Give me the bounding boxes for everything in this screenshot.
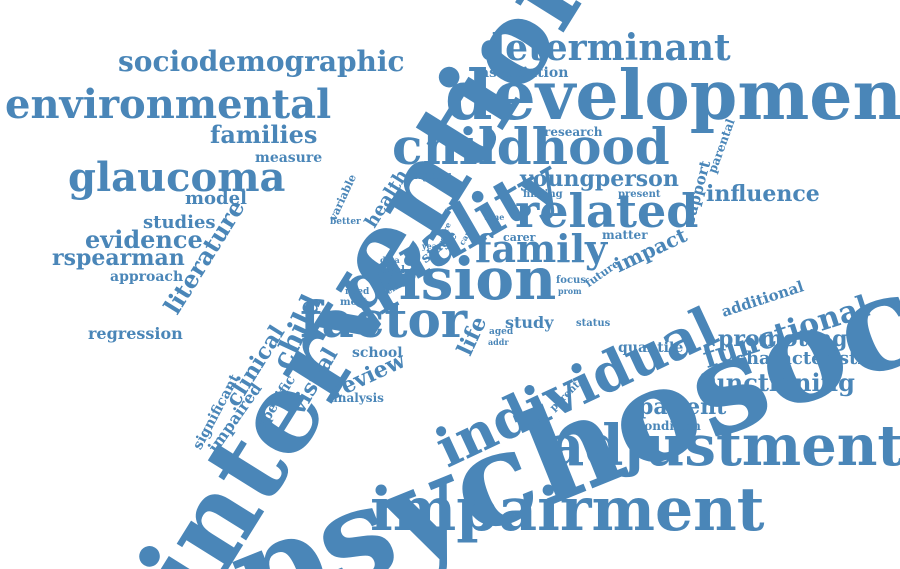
word-impairment: impairment (370, 480, 765, 540)
word-quantile: quantile (618, 341, 683, 355)
word-model: model (185, 190, 247, 208)
word-time: time (484, 213, 504, 221)
word-glaucoma: glaucoma (68, 158, 285, 198)
word-prom: prom (558, 287, 582, 295)
word-functioning: functioning (698, 371, 855, 395)
word-finding: finding (523, 190, 563, 200)
word-higher: higher (410, 170, 451, 181)
word-patient: patient (638, 396, 726, 418)
word-determinant: determinant (480, 30, 731, 66)
word-matter: matter (602, 229, 648, 241)
word-families: families (210, 123, 317, 147)
word-association: association (480, 66, 568, 80)
word-most: most (340, 298, 368, 308)
word-regression: regression (88, 326, 183, 342)
word-need: need (345, 288, 369, 297)
word-rspearman: rspearman (52, 247, 185, 269)
word-sociodemographic: sociodemographic (118, 48, 405, 76)
word-influence: influence (706, 183, 820, 205)
word-promoting: promoting (718, 328, 848, 350)
word-analysis: analysis (330, 392, 384, 404)
word-carer: carer (503, 232, 535, 243)
word-focus: focus (556, 276, 586, 286)
word-youngperson: youngperson (520, 168, 679, 190)
word-adjustment: adjustment (548, 418, 900, 474)
word-present: present (618, 190, 661, 200)
word-addr: addr (488, 338, 509, 346)
word-characteristic: characteristic (735, 350, 875, 368)
word-research: research (544, 126, 602, 138)
word-measure: measure (255, 151, 322, 165)
word-novel: novel (375, 266, 405, 276)
word-school: school (352, 346, 403, 360)
word-environmental: environmental (5, 85, 331, 125)
word-studies: studies (143, 214, 216, 232)
word-better: better (330, 218, 361, 227)
word-status: status (576, 319, 610, 329)
word-approach: approach (110, 270, 183, 284)
word-data: data (380, 256, 400, 264)
word-condition: condition (637, 420, 701, 432)
word-aged: aged (489, 328, 513, 337)
word-family: family (475, 230, 607, 268)
